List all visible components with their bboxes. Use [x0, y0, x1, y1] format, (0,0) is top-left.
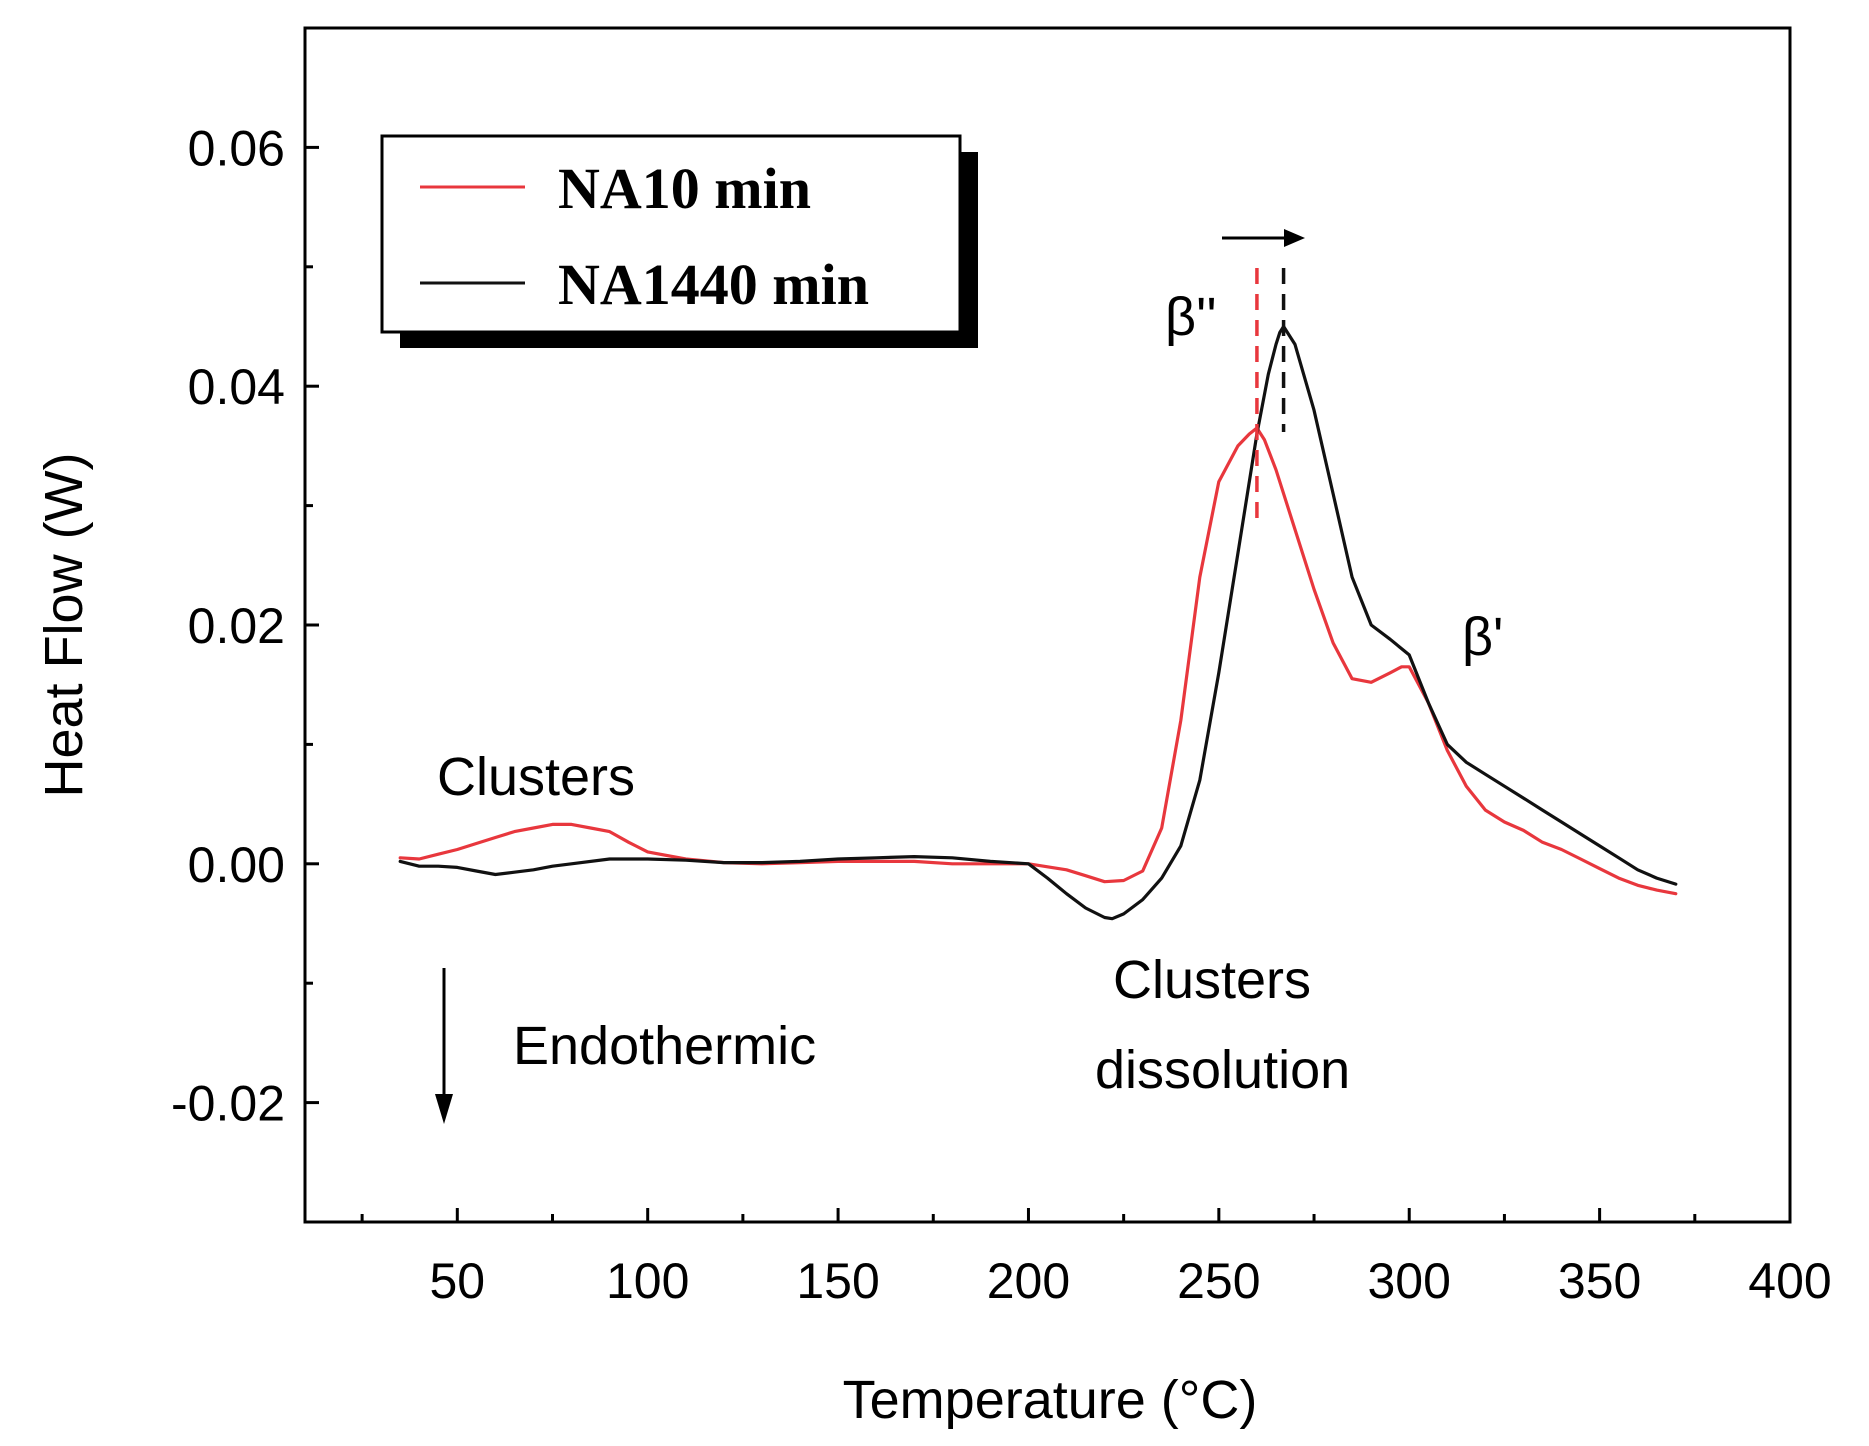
x-tick-label: 300 [1368, 1253, 1451, 1309]
legend: NA10 min NA1440 min [380, 134, 978, 348]
y-tick-label: 0.04 [188, 359, 285, 415]
y-axis-tick-labels: -0.02 0.00 0.02 0.04 0.06 [171, 120, 285, 1131]
series-line-na1440 [398, 324, 1678, 921]
annotation-clusters-dissolution-2: dissolution [1095, 1040, 1350, 1100]
x-tick-label: 150 [796, 1253, 879, 1309]
annotation-endothermic: Endothermic [513, 1016, 816, 1076]
legend-box [380, 134, 962, 334]
x-tick-label: 200 [987, 1253, 1070, 1309]
x-tick-label: 400 [1748, 1253, 1831, 1309]
annotation-clusters-dissolution-1: Clusters [1113, 950, 1311, 1010]
peak-shift-arrow [1222, 229, 1305, 247]
legend-label-na10: NA10 min [558, 156, 811, 221]
endothermic-arrow [435, 968, 453, 1124]
annotation-clusters-formation: Clusters [437, 747, 635, 807]
legend-label-na1440: NA1440 min [558, 252, 869, 317]
x-tick-label: 350 [1558, 1253, 1641, 1309]
x-tick-label: 250 [1177, 1253, 1260, 1309]
annotation-beta-double-prime: β'' [1165, 287, 1217, 347]
x-axis-tick-labels: 50 100 150 200 250 300 350 400 [429, 1253, 1831, 1309]
x-tick-label: 50 [429, 1253, 485, 1309]
y-axis-title: Heat Flow (W) [34, 452, 94, 797]
peak-markers [1255, 268, 1286, 518]
x-axis-title: Temperature (°C) [843, 1370, 1258, 1430]
x-tick-label: 100 [606, 1253, 689, 1309]
y-axis-ticks [305, 145, 319, 1105]
x-axis-ticks [360, 1208, 1792, 1222]
series-lines [398, 324, 1678, 921]
y-tick-label: -0.02 [171, 1076, 285, 1132]
series-line-na10 [398, 426, 1678, 896]
y-tick-label: 0.00 [188, 837, 285, 893]
annotation-beta-prime: β' [1462, 607, 1503, 667]
y-tick-label: 0.06 [188, 120, 285, 176]
y-tick-label: 0.02 [188, 598, 285, 654]
